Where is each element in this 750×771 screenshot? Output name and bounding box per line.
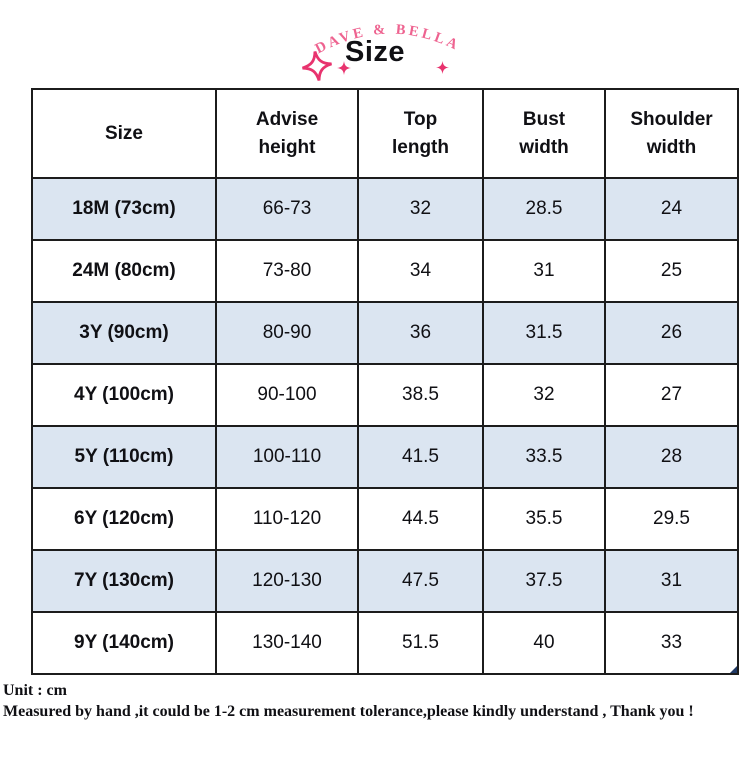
value-cell: 47.5: [357, 549, 484, 613]
brand-header: DAVE & BELLA Size: [0, 0, 750, 88]
sparkle-icon-small-right: [436, 61, 449, 74]
value-cell: 73-80: [215, 239, 359, 303]
footer-notes: Unit : cm Measured by hand ,it could be …: [3, 680, 750, 722]
table-row: 4Y (100cm) 90-100 38.5 32 27: [31, 363, 739, 427]
value-cell: 31: [482, 239, 606, 303]
value-cell: 25: [604, 239, 739, 303]
size-cell: 9Y (140cm): [31, 611, 217, 675]
value-cell: 40: [482, 611, 606, 675]
value-cell: 33: [604, 611, 739, 675]
value-cell: 24: [604, 177, 739, 241]
value-cell: 27: [604, 363, 739, 427]
size-cell: 7Y (130cm): [31, 549, 217, 613]
value-cell: 26: [604, 301, 739, 365]
table-row: 6Y (120cm) 110-120 44.5 35.5 29.5: [31, 487, 739, 551]
size-cell: 18M (73cm): [31, 177, 217, 241]
value-cell: 44.5: [357, 487, 484, 551]
value-cell: 110-120: [215, 487, 359, 551]
cell-corner-marker: [730, 666, 736, 672]
value-cell: 38.5: [357, 363, 484, 427]
value-cell: 28.5: [482, 177, 606, 241]
sparkle-icon-large: [302, 51, 332, 81]
page-title: Size: [344, 36, 406, 68]
table-row: 3Y (90cm) 80-90 36 31.5 26: [31, 301, 739, 365]
table-header-row: Size Advise height Top length Bust width Sho…: [31, 88, 739, 179]
value-cell: 33.5: [482, 425, 606, 489]
size-table: Size Advise height Top length Bust width Sho…: [31, 88, 739, 675]
table-row: 18M (73cm) 66-73 32 28.5 24: [31, 177, 739, 241]
value-cell: 130-140: [215, 611, 359, 675]
column-header: Bust width: [482, 88, 606, 179]
table-row: 5Y (110cm) 100-110 41.5 33.5 28: [31, 425, 739, 489]
table-row: 9Y (140cm) 130-140 51.5 40 33: [31, 611, 739, 675]
size-cell: 5Y (110cm): [31, 425, 217, 489]
tolerance-note: Measured by hand ,it could be 1-2 cm mea…: [3, 703, 694, 721]
column-header: Shoulder width: [604, 88, 739, 179]
size-cell: 24M (80cm): [31, 239, 217, 303]
size-chart-page: DAVE & BELLA Size Size Advise height Top l…: [0, 0, 750, 722]
value-cell: 31: [604, 549, 739, 613]
size-table-body: 18M (73cm) 66-73 32 28.5 24 24M (80cm) 73-80 34…: [31, 177, 739, 675]
value-cell: 41.5: [357, 425, 484, 489]
value-cell: 34: [357, 239, 484, 303]
size-cell: 4Y (100cm): [31, 363, 217, 427]
value-cell: 100-110: [215, 425, 359, 489]
size-cell: 3Y (90cm): [31, 301, 217, 365]
value-cell: 90-100: [215, 363, 359, 427]
value-cell: 35.5: [482, 487, 606, 551]
value-cell: 32: [482, 363, 606, 427]
column-header: Top length: [357, 88, 484, 179]
sparkle-icon-small-left: [337, 61, 351, 75]
value-cell: 120-130: [215, 549, 359, 613]
value-cell: 28: [604, 425, 739, 489]
value-cell: 29.5: [604, 487, 739, 551]
value-cell: 51.5: [357, 611, 484, 675]
unit-note: Unit : cm: [3, 682, 67, 699]
size-cell: 6Y (120cm): [31, 487, 217, 551]
value-cell: 32: [357, 177, 484, 241]
value-cell: 80-90: [215, 301, 359, 365]
value-cell: 31.5: [482, 301, 606, 365]
value-cell: 37.5: [482, 549, 606, 613]
value-cell: 66-73: [215, 177, 359, 241]
brand-arc-text: DAVE & BELLA: [313, 22, 460, 58]
table-row: 24M (80cm) 73-80 34 31 25: [31, 239, 739, 303]
value-cell: 36: [357, 301, 484, 365]
column-header: Advise height: [215, 88, 359, 179]
column-header: Size: [31, 88, 217, 179]
table-row: 7Y (130cm) 120-130 47.5 37.5 31: [31, 549, 739, 613]
